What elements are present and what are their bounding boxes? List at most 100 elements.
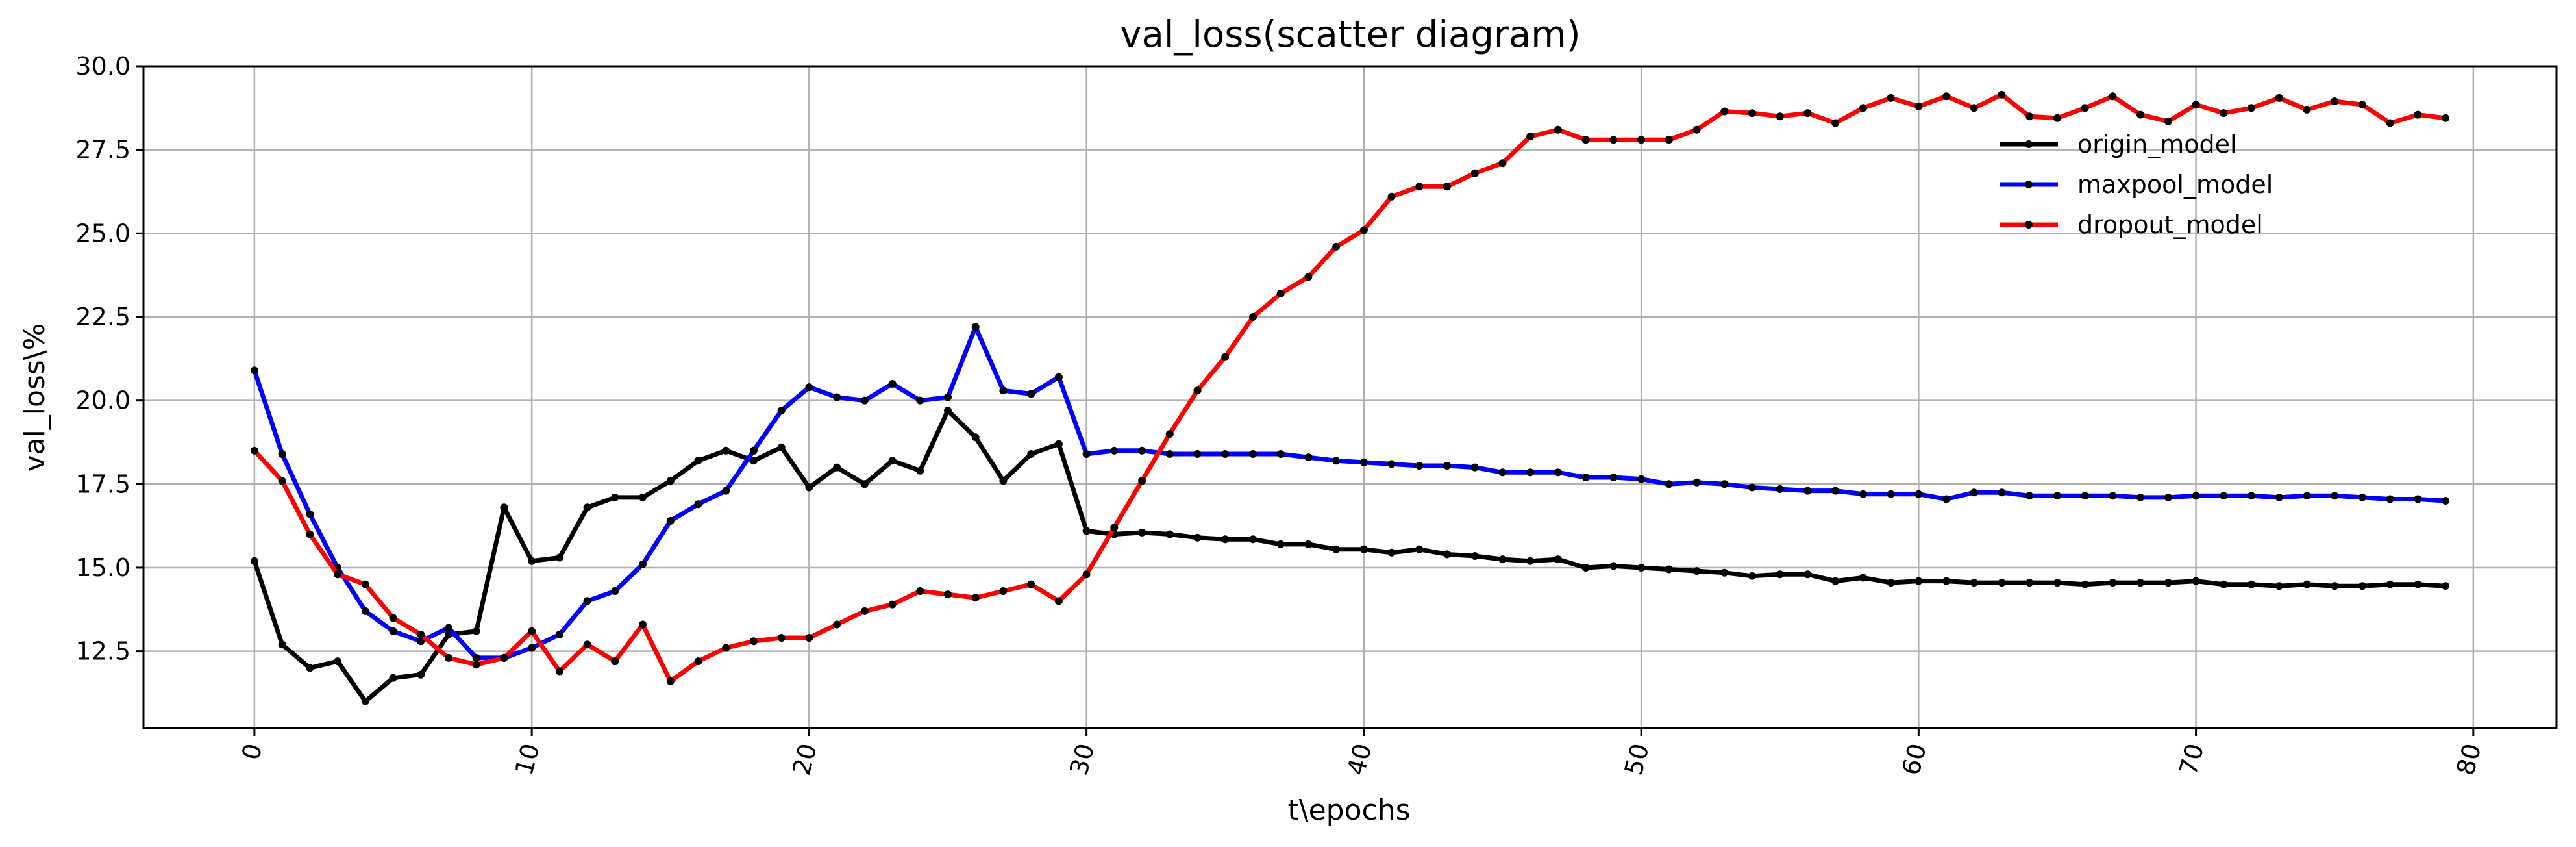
- legend-item-origin-model: origin_model: [2000, 130, 2237, 158]
- y-tick-label: 27.5: [75, 136, 130, 164]
- data-point: [860, 607, 869, 615]
- data-point: [722, 487, 730, 495]
- data-point: [666, 677, 675, 685]
- plot-frame: [142, 65, 2558, 729]
- data-point: [306, 664, 314, 672]
- data-point: [1720, 480, 1729, 488]
- data-point: [1581, 474, 1590, 481]
- data-point: [639, 560, 647, 568]
- data-point: [1720, 568, 1729, 577]
- data-point: [944, 407, 952, 415]
- data-point: [528, 627, 536, 635]
- data-point: [2053, 114, 2061, 122]
- data-point: [1415, 183, 1424, 191]
- y-tick-label: 25.0: [75, 219, 130, 247]
- x-axis-ticks: 0 10 20 30 40 50 60 70 80: [236, 728, 2487, 778]
- data-point: [1581, 564, 1590, 572]
- data-point: [1914, 102, 1923, 110]
- data-point: [1221, 353, 1230, 361]
- data-point: [1193, 386, 1202, 395]
- data-point: [1470, 552, 1479, 560]
- data-point: [306, 530, 314, 538]
- data-point: [2136, 493, 2145, 501]
- data-point: [1692, 567, 1701, 575]
- data-point: [1776, 485, 1784, 493]
- data-point: [2331, 582, 2339, 590]
- data-point: [528, 557, 536, 565]
- data-point: [2414, 580, 2422, 588]
- data-point: [777, 634, 786, 642]
- data-point: [1054, 373, 1063, 381]
- data-point: [1276, 290, 1285, 297]
- data-point: [694, 657, 702, 666]
- data-point: [1609, 136, 1618, 144]
- data-point: [583, 597, 591, 605]
- data-point: [583, 640, 591, 649]
- data-point: [833, 393, 841, 401]
- data-point: [334, 657, 342, 666]
- data-point: [1387, 548, 1396, 557]
- data-point: [2136, 579, 2145, 587]
- data-point: [1498, 555, 1507, 564]
- data-point: [1720, 107, 1729, 116]
- data-point: [2331, 492, 2339, 500]
- data-point: [1692, 478, 1701, 487]
- x-tick-label: 80: [2451, 740, 2487, 778]
- data-point: [2164, 117, 2172, 125]
- data-point: [1470, 463, 1479, 472]
- data-point: [860, 396, 869, 405]
- legend-label: maxpool_model: [2077, 170, 2273, 199]
- legend-label: dropout_model: [2077, 210, 2263, 239]
- data-point: [805, 483, 813, 492]
- data-point: [2220, 109, 2228, 118]
- data-point: [1942, 92, 1951, 101]
- data-point: [1581, 136, 1590, 144]
- data-point: [999, 477, 1008, 485]
- legend-marker: [2025, 140, 2033, 148]
- data-point: [1110, 446, 1119, 455]
- data-point: [1193, 533, 1202, 542]
- data-point: [2192, 492, 2200, 500]
- data-point: [445, 624, 452, 632]
- data-point: [1359, 545, 1368, 553]
- data-point: [2303, 105, 2311, 114]
- data-point: [1193, 450, 1202, 458]
- data-point: [611, 587, 619, 595]
- data-point: [722, 644, 730, 652]
- data-point: [361, 697, 369, 705]
- y-tick-label: 20.0: [75, 386, 130, 415]
- data-point: [1443, 183, 1451, 191]
- data-point: [2053, 579, 2061, 587]
- data-point: [1359, 226, 1368, 234]
- data-point: [1831, 487, 1840, 495]
- data-point: [1276, 540, 1285, 548]
- data-point: [1165, 530, 1174, 538]
- series-dropout-model: [250, 90, 2450, 685]
- legend-item-dropout-model: dropout_model: [2000, 210, 2263, 239]
- data-point: [250, 366, 258, 375]
- data-point: [2053, 492, 2061, 500]
- data-point: [2386, 580, 2394, 588]
- legend-marker: [2025, 221, 2033, 229]
- data-point: [2164, 579, 2172, 587]
- data-point: [860, 480, 869, 488]
- data-point: [1415, 462, 1424, 470]
- x-tick-label: 10: [510, 740, 545, 778]
- data-point: [2192, 577, 2200, 585]
- data-point: [1970, 488, 1978, 497]
- data-point: [888, 457, 897, 465]
- data-point: [944, 590, 952, 599]
- data-point: [500, 653, 508, 662]
- data-point: [2331, 97, 2339, 105]
- series-lines: [250, 90, 2450, 705]
- data-point: [500, 503, 508, 512]
- data-point: [2442, 114, 2450, 122]
- data-point: [1554, 468, 1562, 477]
- data-point: [2192, 101, 2200, 109]
- data-point: [1998, 579, 2006, 587]
- data-point: [2358, 582, 2366, 590]
- data-point: [722, 446, 730, 455]
- data-point: [971, 323, 980, 331]
- data-point: [2442, 497, 2450, 505]
